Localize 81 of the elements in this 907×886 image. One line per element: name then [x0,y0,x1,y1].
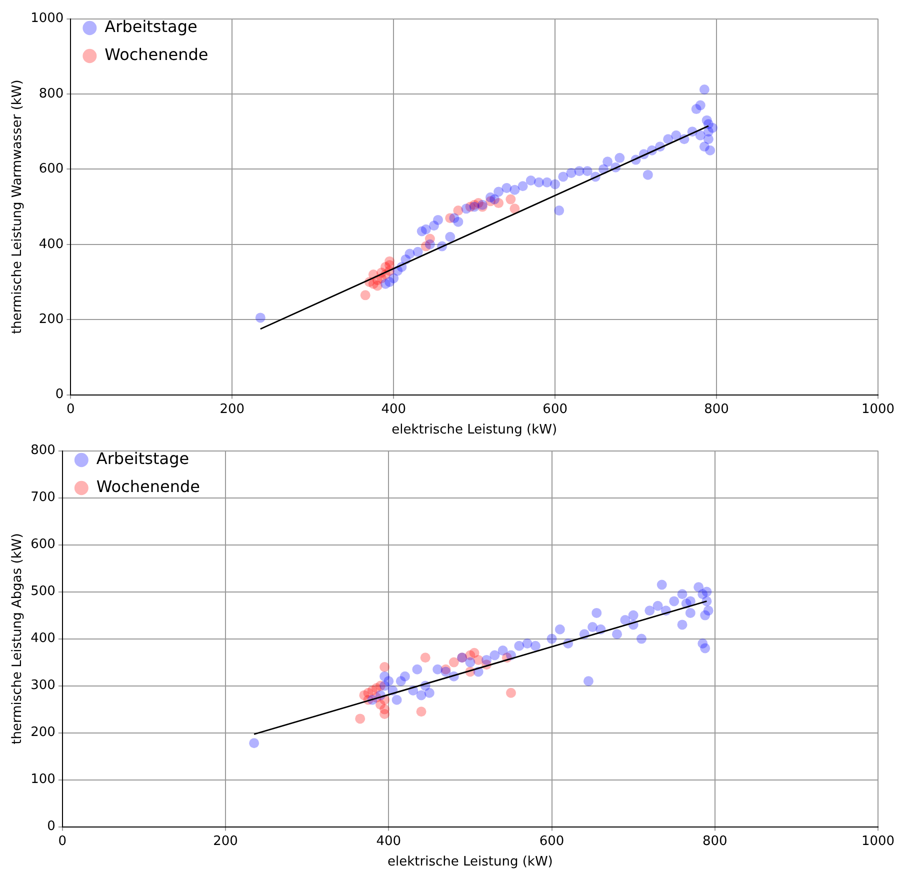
x-tick-label: 200 [220,402,245,417]
point [392,694,402,705]
point [644,606,655,616]
point [685,596,696,606]
y-tick-label: 0 [55,387,64,402]
point [506,194,516,204]
point [412,664,422,674]
y-tick-label: 800 [30,443,56,458]
point [420,652,430,663]
y-tick-label: 300 [30,678,56,694]
y-tick-label: 100 [30,772,56,788]
y-tick-label: 500 [30,584,56,600]
legend-label: Arbeitstage [96,449,190,468]
point [465,657,476,668]
point [628,610,638,620]
y-tick-label: 700 [30,490,56,506]
point [652,600,663,611]
point [530,640,540,651]
y-axis-title: thermische Leistung Warmwasser (kW) [10,80,26,334]
point [380,709,390,719]
y-tick-label: 400 [38,236,64,252]
y-axis-title: thermische Leistung Abgas (kW) [10,533,26,744]
x-tick-label: 600 [539,834,564,849]
point [380,671,390,682]
point [432,664,443,674]
y-tick-label: 1000 [30,11,64,26]
point [698,589,708,600]
point [522,638,532,648]
legend-label: Arbeitstage [104,17,198,36]
point [360,290,370,300]
y-tick-label: 600 [30,537,56,552]
point [372,280,382,291]
x-tick-label: 0 [66,402,75,417]
point [583,676,594,686]
point [400,671,410,682]
y-tick-label: 0 [47,819,56,834]
x-axis-title: elektrische Leistung (kW) [388,854,553,870]
x-tick-label: 1000 [861,834,895,849]
point [416,706,426,717]
point [685,608,696,618]
x-tick-label: 800 [702,834,728,849]
point [249,738,260,748]
legend-label: Wochenende [96,477,200,496]
x-axis-title: elektrische Leistung (kW) [392,422,558,438]
y-tick-label: 200 [38,312,64,327]
y-tick-label: 800 [38,86,64,102]
x-tick-label: 400 [381,402,406,417]
point [440,666,451,677]
x-tick-label: 400 [376,834,402,849]
point [592,608,602,618]
point [554,624,565,634]
point [424,688,434,698]
point [482,654,492,665]
x-tick-label: 200 [213,834,238,849]
point [514,640,524,651]
point [588,622,598,632]
point [448,657,459,668]
point [620,615,630,625]
point [677,620,688,630]
point [380,662,390,672]
point [677,589,688,600]
y-tick-label: 200 [30,725,56,740]
x-tick-label: 1000 [861,402,895,417]
point [700,610,710,620]
point [498,646,508,656]
x-tick-label: 800 [704,402,729,417]
point [636,634,646,644]
point [700,643,710,654]
y-tick-label: 400 [30,631,56,646]
point [669,596,680,606]
point [416,690,426,700]
point [510,204,520,214]
y-tick-label: 600 [38,162,64,177]
point [506,688,516,698]
point [546,634,557,644]
point [490,650,500,660]
point [656,580,667,590]
legend-label: Wochenende [104,45,208,64]
point [612,629,622,640]
x-tick-label: 600 [542,402,568,417]
point [355,714,366,724]
